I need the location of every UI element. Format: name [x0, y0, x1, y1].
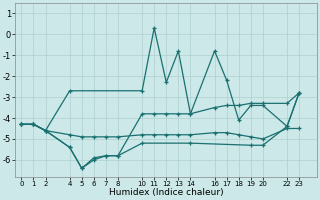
X-axis label: Humidex (Indice chaleur): Humidex (Indice chaleur)	[109, 188, 224, 197]
